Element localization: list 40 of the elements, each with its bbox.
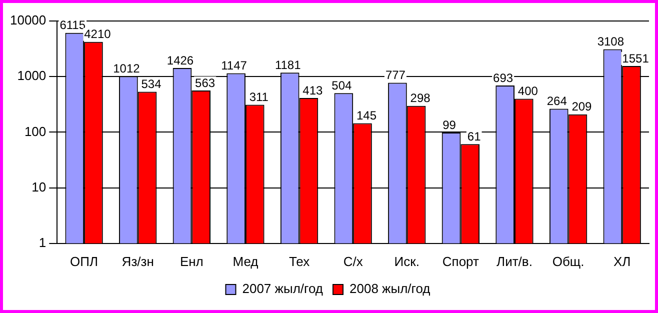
- data-label: 3108: [597, 34, 624, 49]
- data-label: 264: [546, 94, 568, 108]
- x-tick-label: Мед: [232, 254, 259, 269]
- x-tick-label: Спорт: [442, 254, 480, 269]
- y-tick-label: 10: [32, 179, 46, 194]
- data-label: 1147: [221, 58, 248, 73]
- x-tick-label: ХЛ: [613, 254, 631, 269]
- x-tick-label: Енл: [180, 254, 204, 269]
- data-label: 1551: [622, 51, 650, 66]
- legend-label: 2008 жыл/год: [350, 281, 431, 296]
- y-tick-label: 10000: [10, 12, 46, 28]
- data-label: 504: [332, 78, 352, 92]
- data-label: 145: [356, 108, 377, 123]
- data-label: 1181: [274, 58, 302, 72]
- data-label: 298: [410, 91, 431, 106]
- x-tick-label: Общ.: [552, 254, 584, 269]
- x-tick-label: Яз/зн: [122, 254, 154, 269]
- y-tick-label: 1000: [17, 68, 46, 84]
- data-label: 99: [442, 118, 456, 132]
- x-tick-label: Тех: [288, 254, 310, 269]
- data-label: 563: [195, 76, 216, 90]
- x-tick-label: С/х: [343, 254, 364, 269]
- y-tick-label: 1: [38, 234, 46, 250]
- data-label: 1426: [166, 53, 194, 68]
- data-label: 6115: [60, 18, 86, 32]
- data-label: 693: [493, 70, 514, 85]
- y-tick-label: 100: [24, 124, 46, 139]
- data-label: 4210: [84, 27, 112, 42]
- legend-label: 2007 жыл/год: [242, 281, 324, 296]
- data-label: 777: [385, 68, 406, 82]
- data-label: 61: [467, 129, 482, 144]
- x-tick-label: ОПЛ: [70, 254, 98, 269]
- data-label: 1012: [113, 62, 140, 76]
- data-label: 400: [518, 84, 538, 98]
- data-label: 209: [572, 100, 592, 114]
- x-tick-label: Иск.: [394, 254, 420, 269]
- data-label: 311: [249, 90, 269, 104]
- x-tick-label: Лит/в.: [496, 254, 532, 269]
- data-label: 413: [302, 83, 324, 98]
- data-label: 534: [141, 77, 162, 92]
